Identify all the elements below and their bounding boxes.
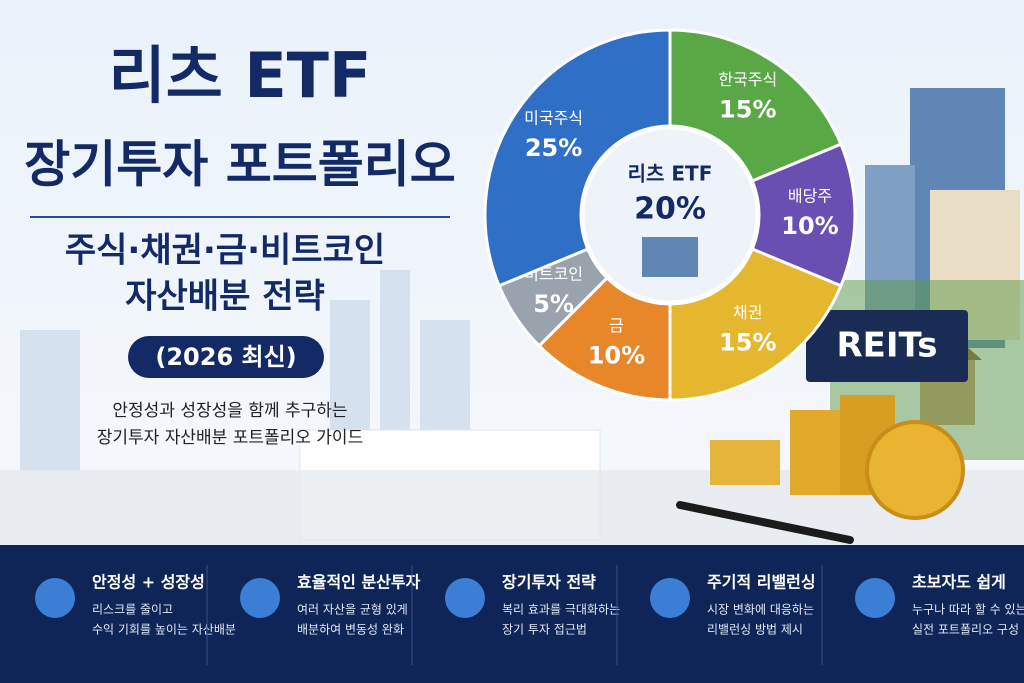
feature-title: 초보자도 쉽게 [912,573,1006,592]
slice-label: 채권 [733,303,762,322]
feature-line1: 복리 효과를 극대화하는 [502,603,620,617]
feature-title: 효율적인 분산투자 [297,573,421,592]
feature-bar [0,545,1024,683]
feature-line1: 시장 변화에 대응하는 [707,603,814,617]
feature-icon [445,578,485,618]
pie-slice [666,142,857,288]
subtitle-line2: 자산배분 전략 [125,277,325,317]
slice-value: 15% [719,328,776,356]
reits-sign [806,310,968,382]
badge-text: (2026 최신) [155,343,296,371]
city-skyline [20,270,470,470]
feature-icon [650,578,690,618]
badge [128,336,324,378]
slice-label: 한국주식 [718,70,777,89]
feature-line2: 수익 기회를 높이는 자산배분 [92,623,236,637]
slice-value: 10% [781,212,838,240]
slice-label: 배당주 [788,187,832,206]
slice-label: 금 [609,316,624,335]
center-building [642,237,698,277]
feature-title: 장기투자 전략 [502,573,596,592]
coins [710,395,965,520]
slice-value: 15% [719,96,776,124]
feature-line1: 여러 자산을 균형 있게 [297,603,408,617]
feature-line2: 장기 투자 접근법 [502,623,587,637]
slice-value: 5% [533,290,574,318]
subtitle-line1: 주식·채권·금·비트코인 [65,231,385,271]
center-value: 20% [634,192,706,227]
feature-line2: 실전 포트폴리오 구성 [912,623,1019,637]
slice-value: 25% [525,134,582,162]
feature-title: 안정성 + 성장성 [92,573,205,592]
feature-icon [855,578,895,618]
desc-line1: 안정성과 성장성을 함께 추구하는 [112,401,347,421]
feature-icon [240,578,280,618]
center-circle [579,124,761,306]
center-label: 리츠 ETF [628,162,713,186]
slice-value: 10% [588,341,645,369]
feature-line1: 누구나 따라 할 수 있는 [912,603,1024,617]
feature-icon [35,578,75,618]
pen [676,501,854,544]
sign-text: REITs [837,326,938,366]
title-line2: 장기투자 포트폴리오 [24,136,455,194]
slice-label: 미국주식 [524,109,583,128]
feature-line2: 리밸런싱 방법 제시 [707,623,803,637]
feature-line2: 배분하여 변동성 완화 [297,623,404,637]
feature-title: 주기적 리밸런싱 [707,573,816,592]
feature-line1: 리스크를 줄이고 [92,603,173,617]
desc-line2: 장기투자 자산배분 포트폴리오 가이드 [97,428,363,448]
title-line1: 리츠 ETF [109,39,372,112]
